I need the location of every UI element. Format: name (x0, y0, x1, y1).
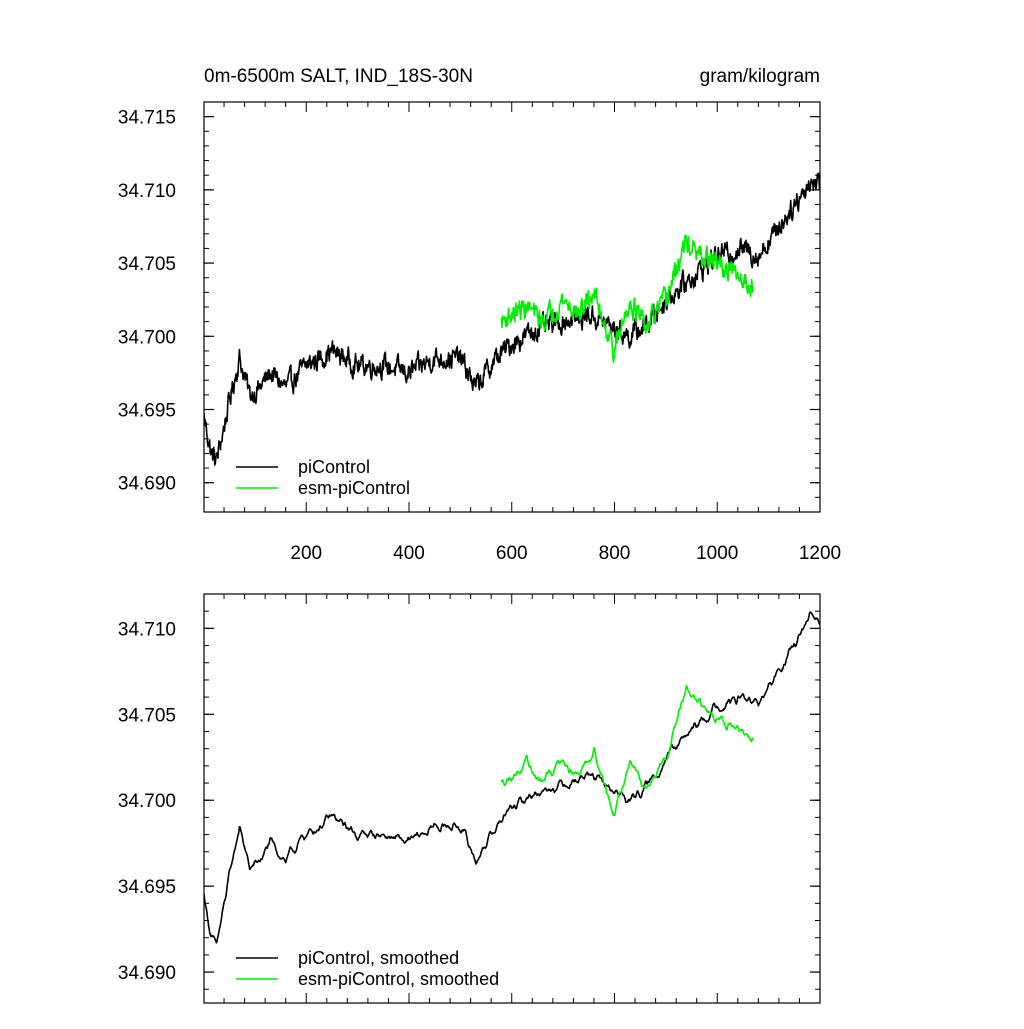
legend-label: esm-piControl, smoothed (298, 969, 499, 989)
legend-label: piControl (298, 457, 370, 477)
y-tick-label: 34.710 (118, 619, 176, 640)
x-tick-label: 800 (599, 543, 631, 564)
series-line-esm-picontrol-smoothed (500, 684, 754, 817)
plot-frame (203, 593, 821, 1004)
x-tick-label: 1000 (696, 543, 738, 564)
legend-label: esm-piControl (298, 478, 410, 498)
plot-frame (203, 101, 821, 513)
y-tick-label: 34.705 (118, 254, 176, 275)
series-line-esm-picontrol (500, 234, 755, 364)
y-tick-label: 34.705 (118, 705, 176, 726)
chart-title: 0m-6500m SALT, IND_18S-30N (204, 66, 473, 87)
bottom-panel: 34.690 34.695 34.700 34.705 34.710 piControl… (118, 593, 821, 1004)
y-tick-label: 34.695 (118, 877, 176, 898)
y-tick-label: 34.695 (118, 401, 176, 422)
x-tick-label: 200 (290, 543, 322, 564)
y-tick-label: 34.715 (118, 108, 176, 129)
y-tick-label: 34.690 (118, 963, 176, 984)
x-tick-label: 600 (496, 543, 528, 564)
series-line-picontrol-smoothed (204, 611, 820, 944)
y-tick-label: 34.710 (118, 181, 176, 202)
y-tick-label: 34.700 (118, 327, 176, 348)
x-tick-label: 400 (393, 543, 425, 564)
y-tick-label: 34.690 (118, 474, 176, 495)
x-tick-label: 1200 (799, 543, 841, 564)
y-tick-label: 34.700 (118, 791, 176, 812)
legend-label: piControl, smoothed (298, 948, 459, 968)
units-label: gram/kilogram (700, 66, 820, 87)
top-panel: 200 400 600 800 1000 1200 34.690 34.695 34.700 34… (118, 101, 841, 564)
